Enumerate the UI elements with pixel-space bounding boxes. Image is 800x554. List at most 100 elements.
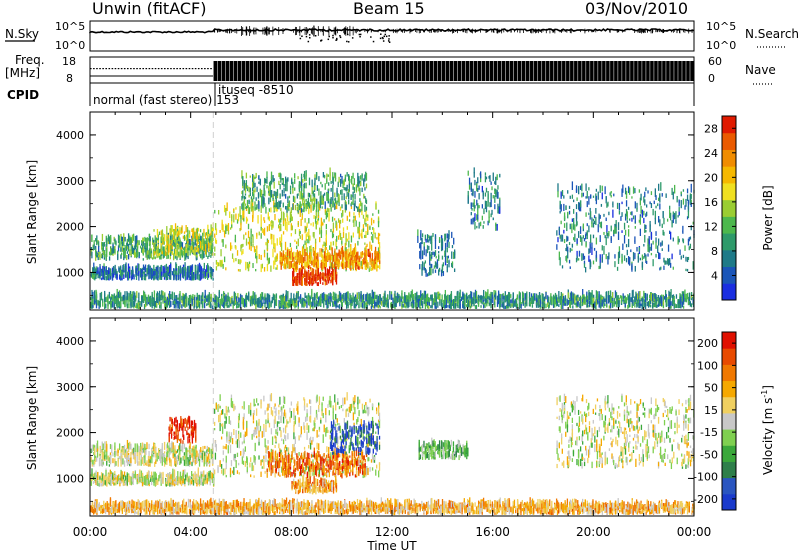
heatmap-cell (150, 273, 153, 280)
heatmap-cell (428, 239, 430, 243)
heatmap-cell (294, 178, 296, 184)
heatmap-cell (186, 227, 189, 233)
heatmap-cell (332, 301, 335, 305)
heatmap-cell (176, 295, 178, 302)
heatmap-cell (160, 245, 162, 253)
heatmap-cell (185, 295, 187, 301)
heatmap-cell (645, 255, 647, 262)
heatmap-cell (164, 273, 166, 278)
heatmap-cell (138, 263, 140, 272)
heatmap-cell (172, 230, 175, 237)
heatmap-cell (281, 300, 283, 308)
heatmap-cell (331, 231, 334, 239)
heatmap-cell (132, 233, 135, 241)
heatmap-cell (284, 183, 287, 192)
heatmap-cell (170, 239, 172, 248)
heatmap-cell (339, 219, 342, 224)
heatmap-cell (396, 294, 399, 303)
heatmap-cell (664, 260, 666, 265)
heatmap-cell (198, 294, 200, 300)
heatmap-cell (312, 276, 315, 284)
heatmap-cell (339, 254, 342, 260)
heatmap-cell (271, 296, 273, 303)
heatmap-cell (497, 185, 499, 190)
heatmap-cell (211, 241, 213, 246)
heatmap-cell (661, 193, 663, 197)
heatmap-cell (606, 203, 608, 208)
heatmap-cell (328, 293, 330, 298)
heatmap-cell (423, 266, 425, 271)
heatmap-cell (102, 298, 104, 303)
heatmap-cell (96, 251, 98, 257)
heatmap-cell (591, 217, 593, 224)
heatmap-cell (296, 258, 299, 265)
heatmap-cell (332, 172, 334, 178)
heatmap-cell (441, 255, 444, 260)
heatmap-cell (393, 302, 395, 308)
heatmap-cell (394, 298, 396, 303)
heatmap-cell (302, 209, 304, 212)
heatmap-cell (647, 253, 649, 257)
heatmap-cell (249, 192, 251, 197)
heatmap-cell (675, 211, 677, 220)
heatmap-cell (344, 292, 347, 301)
heatmap-cell (303, 182, 306, 189)
heatmap-cell (259, 302, 262, 308)
heatmap-cell (358, 230, 361, 238)
heatmap-cell (331, 254, 334, 263)
heatmap-cell (90, 301, 92, 309)
heatmap-cell (162, 253, 165, 259)
heatmap-cell (131, 267, 134, 271)
heatmap-cell (227, 292, 229, 299)
heatmap-cell (672, 214, 674, 224)
heatmap-cell (358, 261, 361, 266)
heatmap-cell (613, 193, 615, 197)
heatmap-cell (241, 195, 243, 201)
heatmap-cell (341, 296, 343, 301)
heatmap-cell (117, 234, 120, 243)
heatmap-cell (483, 208, 485, 212)
heatmap-cell (289, 211, 292, 221)
heatmap-cell (263, 184, 265, 194)
heatmap-cell (184, 301, 186, 304)
heatmap-cell (340, 247, 343, 255)
heatmap-cell (657, 203, 659, 207)
heatmap-cell (170, 232, 172, 242)
heatmap-cell (306, 201, 308, 209)
heatmap-cell (270, 300, 272, 308)
heatmap-cell (278, 202, 280, 208)
heatmap-cell (222, 291, 225, 298)
heatmap-cell (326, 192, 328, 201)
heatmap-cell (380, 301, 383, 306)
heatmap-cell (371, 296, 374, 304)
heatmap-cell (268, 182, 271, 185)
heatmap-cell (366, 243, 368, 247)
heatmap-cell (627, 255, 630, 265)
heatmap-cell (173, 274, 175, 281)
heatmap-cell (303, 170, 306, 180)
heatmap-cell (368, 293, 370, 300)
heatmap-cell (624, 213, 627, 217)
heatmap-cell (323, 241, 325, 247)
heatmap-cell (586, 190, 588, 199)
heatmap-cell (266, 242, 269, 250)
heatmap-cell (268, 302, 270, 310)
heatmap-cell (496, 174, 498, 181)
heatmap-cell (295, 263, 297, 270)
heatmap-cell (576, 250, 578, 259)
heatmap-cell (290, 214, 292, 222)
heatmap-cell (326, 280, 328, 286)
heatmap-cell (320, 229, 323, 238)
heatmap-cell (432, 251, 434, 255)
heatmap-cell (339, 232, 342, 240)
heatmap-cell (426, 234, 429, 243)
heatmap-cell (329, 201, 331, 207)
heatmap-cell (178, 274, 180, 280)
heatmap-cell (245, 241, 248, 246)
heatmap-cell (428, 272, 430, 276)
heatmap-cell (299, 235, 301, 239)
heatmap-cell (323, 174, 326, 178)
heatmap-cell (258, 300, 260, 308)
heatmap-cell (320, 224, 323, 234)
heatmap-cell (280, 224, 282, 232)
